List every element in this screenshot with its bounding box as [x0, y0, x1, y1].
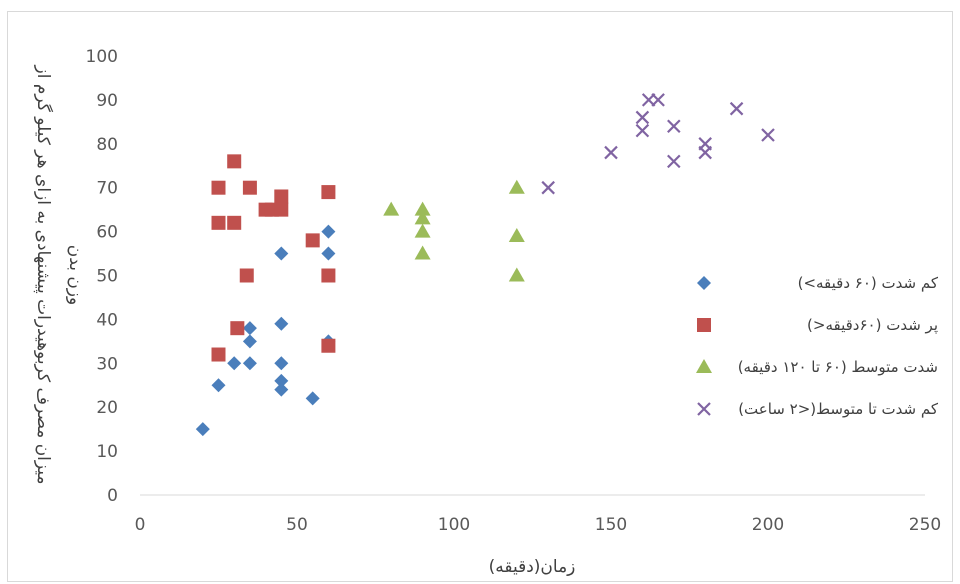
series-2-point — [242, 180, 257, 195]
series-4-point — [698, 137, 712, 151]
legend-marker-4 — [697, 402, 711, 416]
x-axis-title: زمان(دقیقه) — [489, 557, 576, 577]
series-4-point — [651, 93, 665, 107]
series-2-point — [227, 215, 242, 230]
legend-marker-1 — [697, 276, 711, 290]
y-axis-title-line2: وزن بدن — [65, 245, 85, 305]
chart-border — [7, 11, 953, 582]
x-tick-label: 50 — [286, 515, 308, 535]
series-4-point — [761, 128, 775, 142]
y-tick-labels: 0 10 20 30 40 50 60 70 80 90 100 — [86, 47, 118, 506]
series-4-point — [604, 145, 618, 160]
series-2-point — [230, 321, 245, 336]
y-tick-label: 80 — [96, 135, 118, 155]
x-tick-label: 100 — [438, 515, 470, 535]
y-tick-label: 100 — [86, 47, 118, 67]
series-1-point — [321, 224, 336, 239]
y-axis-title-line1: میزان مصرف کربوهیدرات پیشنهادی به ازای ه… — [33, 64, 54, 484]
legend-marker-3 — [696, 359, 712, 373]
legend: کم شدت (۶۰ دقیقه>) پر شدت (۶۰دقیقه<) شدت م… — [696, 274, 939, 418]
y-tick-label: 70 — [96, 179, 118, 199]
series-2-point — [211, 347, 226, 362]
legend-label-1: کم شدت (۶۰ دقیقه>) — [798, 274, 939, 292]
series-1-point — [274, 316, 289, 331]
x-tick-label: 150 — [595, 515, 627, 535]
series-2-point — [274, 189, 289, 204]
x-tick-label: 250 — [909, 515, 941, 535]
y-tick-label: 90 — [96, 91, 118, 111]
series-1-point — [274, 246, 289, 261]
series-4-point — [635, 110, 650, 125]
series-2-point — [321, 268, 336, 283]
series-4-point — [635, 123, 650, 138]
series-3-point — [508, 179, 525, 194]
series-2-point — [321, 185, 336, 200]
x-tick-labels: 0 50 100 150 200 250 — [135, 515, 942, 535]
y-tick-label: 0 — [107, 486, 118, 506]
series-1-point — [274, 382, 289, 397]
series-1-point — [242, 321, 257, 336]
series-1-point — [195, 422, 210, 437]
series-2-point — [211, 180, 226, 195]
series-1-point — [211, 378, 226, 393]
series-4-point — [541, 180, 555, 195]
legend-label-2: پر شدت (۶۰دقیقه<) — [807, 316, 938, 335]
series-3-point — [414, 210, 431, 225]
legend-label-4: کم شدت تا متوسط(<۲ ساعت) — [738, 400, 939, 418]
series-1-point — [305, 391, 320, 406]
y-tick-label: 10 — [96, 442, 118, 462]
series-2-point — [305, 233, 320, 248]
series-1-point — [321, 246, 336, 261]
series-3-point — [414, 245, 431, 260]
series-1-point — [274, 356, 289, 371]
y-tick-label: 50 — [96, 267, 118, 287]
series-1-point — [227, 356, 242, 371]
series-1-point — [242, 356, 257, 371]
series-2-point — [321, 338, 336, 353]
series-3-point — [508, 267, 525, 282]
series-2-point — [274, 202, 289, 217]
series-2-point — [211, 215, 226, 230]
y-tick-label: 40 — [96, 310, 118, 330]
y-tick-label: 60 — [96, 223, 118, 243]
series-3-point — [414, 223, 431, 238]
series-4-point — [667, 154, 681, 169]
series-3-point — [383, 201, 400, 216]
x-tick-label: 0 — [135, 515, 146, 535]
y-tick-label: 20 — [96, 398, 118, 418]
plot-area — [195, 93, 775, 437]
series-3-point — [508, 227, 525, 242]
series-4-point — [667, 119, 681, 134]
legend-marker-2 — [697, 318, 711, 332]
legend-label-3: شدت متوسط (۶۰ تا ۱۲۰ دقیقه) — [738, 358, 938, 376]
series-1-point — [242, 334, 257, 349]
series-2-point — [239, 268, 254, 283]
series-4-point — [729, 101, 744, 116]
series-3-point — [414, 201, 431, 216]
y-tick-label: 30 — [96, 354, 118, 374]
series-2-point — [227, 154, 242, 169]
x-tick-label: 200 — [752, 515, 784, 535]
series-1-point — [274, 373, 289, 388]
